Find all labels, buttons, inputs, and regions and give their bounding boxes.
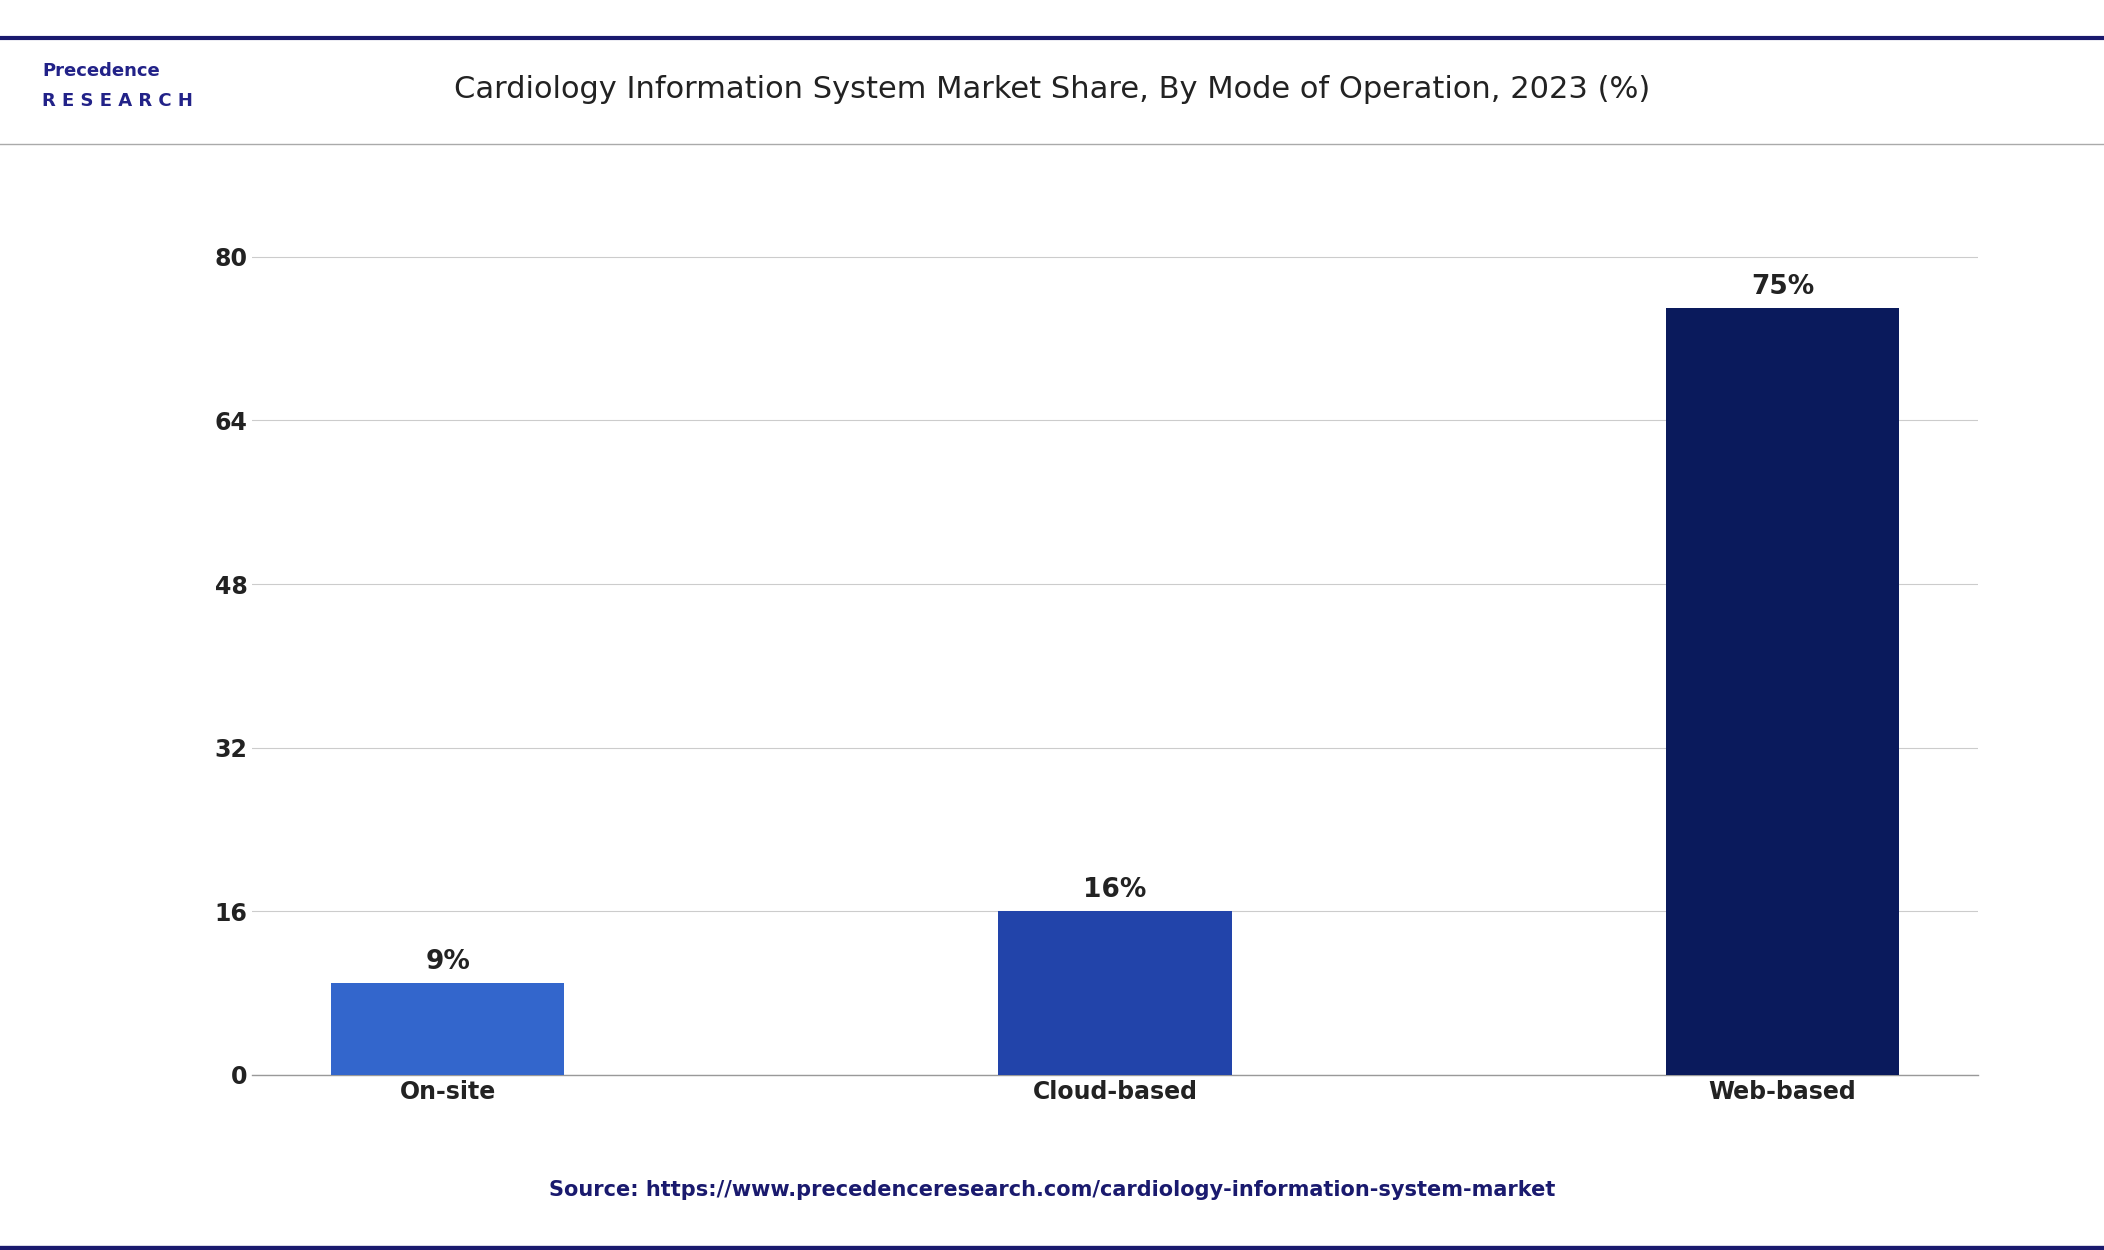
Bar [1666,308,1900,1075]
Text: 75%: 75% [1751,274,1814,300]
Bar [997,911,1233,1075]
Text: Source: https://www.precedenceresearch.com/cardiology-information-system-market: Source: https://www.precedenceresearch.c… [549,1180,1555,1200]
Text: Cardiology Information System Market Share, By Mode of Operation, 2023 (%): Cardiology Information System Market Sha… [454,75,1650,104]
Text: 16%: 16% [1084,878,1147,904]
Bar [330,982,564,1075]
Text: Precedence
R E S E A R C H: Precedence R E S E A R C H [42,62,194,110]
Text: 9%: 9% [425,949,469,975]
